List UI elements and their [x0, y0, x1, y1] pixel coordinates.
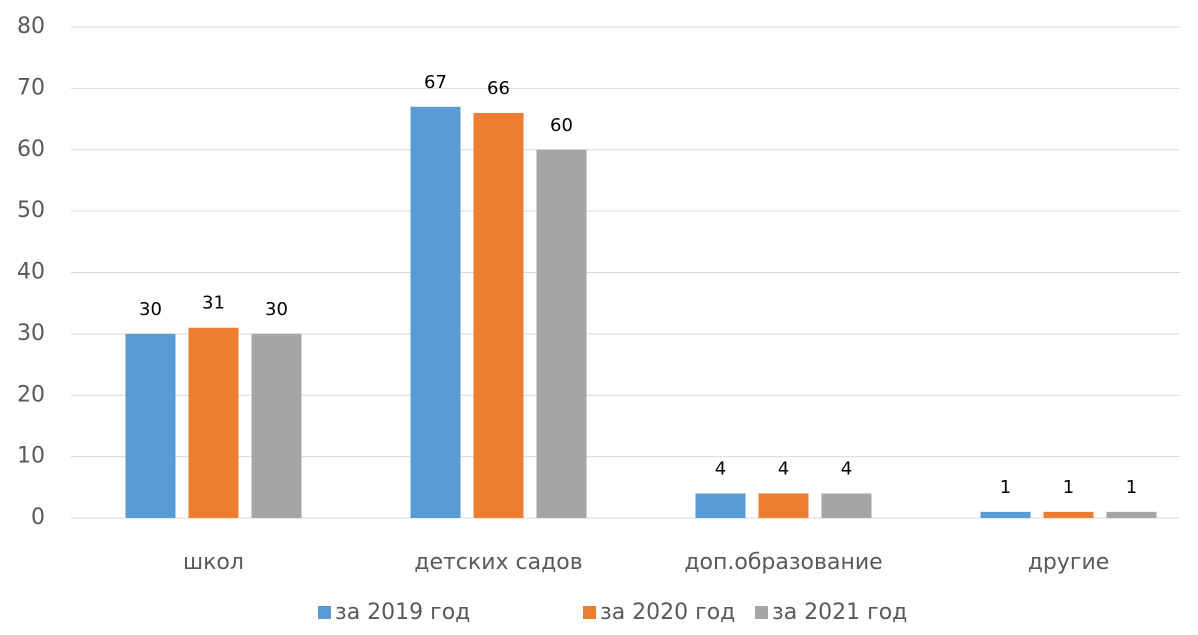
y-tick-label: 80 — [17, 14, 45, 39]
bar — [536, 149, 587, 518]
bar — [821, 493, 872, 518]
legend-swatch — [583, 606, 596, 619]
bar — [473, 112, 524, 519]
data-label: 30 — [265, 299, 288, 320]
data-label: 30 — [139, 299, 162, 320]
legend-swatch — [318, 606, 331, 619]
bar — [980, 511, 1031, 518]
legend-label: за 2021 год — [772, 600, 907, 625]
y-tick-label: 0 — [31, 505, 45, 530]
bar — [125, 333, 176, 518]
bar — [188, 327, 239, 518]
bar — [695, 493, 746, 518]
data-label: 67 — [424, 72, 447, 93]
bar — [1106, 511, 1157, 518]
legend-label: за 2020 год — [600, 600, 735, 625]
y-tick-label: 20 — [17, 382, 45, 407]
y-tick-label: 40 — [17, 260, 45, 285]
bar — [758, 493, 809, 518]
x-tick-label: другие — [1028, 550, 1110, 575]
bar — [1043, 511, 1094, 518]
data-label: 1 — [1063, 477, 1074, 498]
y-tick-label: 50 — [17, 198, 45, 223]
bar — [410, 106, 461, 518]
y-tick-label: 10 — [17, 444, 45, 469]
data-label: 31 — [202, 293, 225, 314]
x-tick-label: детских садов — [414, 550, 582, 575]
data-label: 4 — [841, 458, 852, 479]
x-tick-label: доп.образование — [684, 550, 882, 575]
legend-label: за 2019 год — [335, 600, 470, 625]
bar — [251, 333, 302, 518]
data-label: 1 — [1126, 477, 1137, 498]
legend-swatch — [755, 606, 768, 619]
data-label: 4 — [715, 458, 726, 479]
y-tick-label: 30 — [17, 321, 45, 346]
data-label: 4 — [778, 458, 789, 479]
data-label: 60 — [550, 115, 573, 136]
x-tick-label: школ — [183, 550, 244, 575]
y-tick-label: 70 — [17, 75, 45, 100]
data-label: 66 — [487, 78, 510, 99]
data-label: 1 — [1000, 477, 1011, 498]
y-tick-label: 60 — [17, 137, 45, 162]
